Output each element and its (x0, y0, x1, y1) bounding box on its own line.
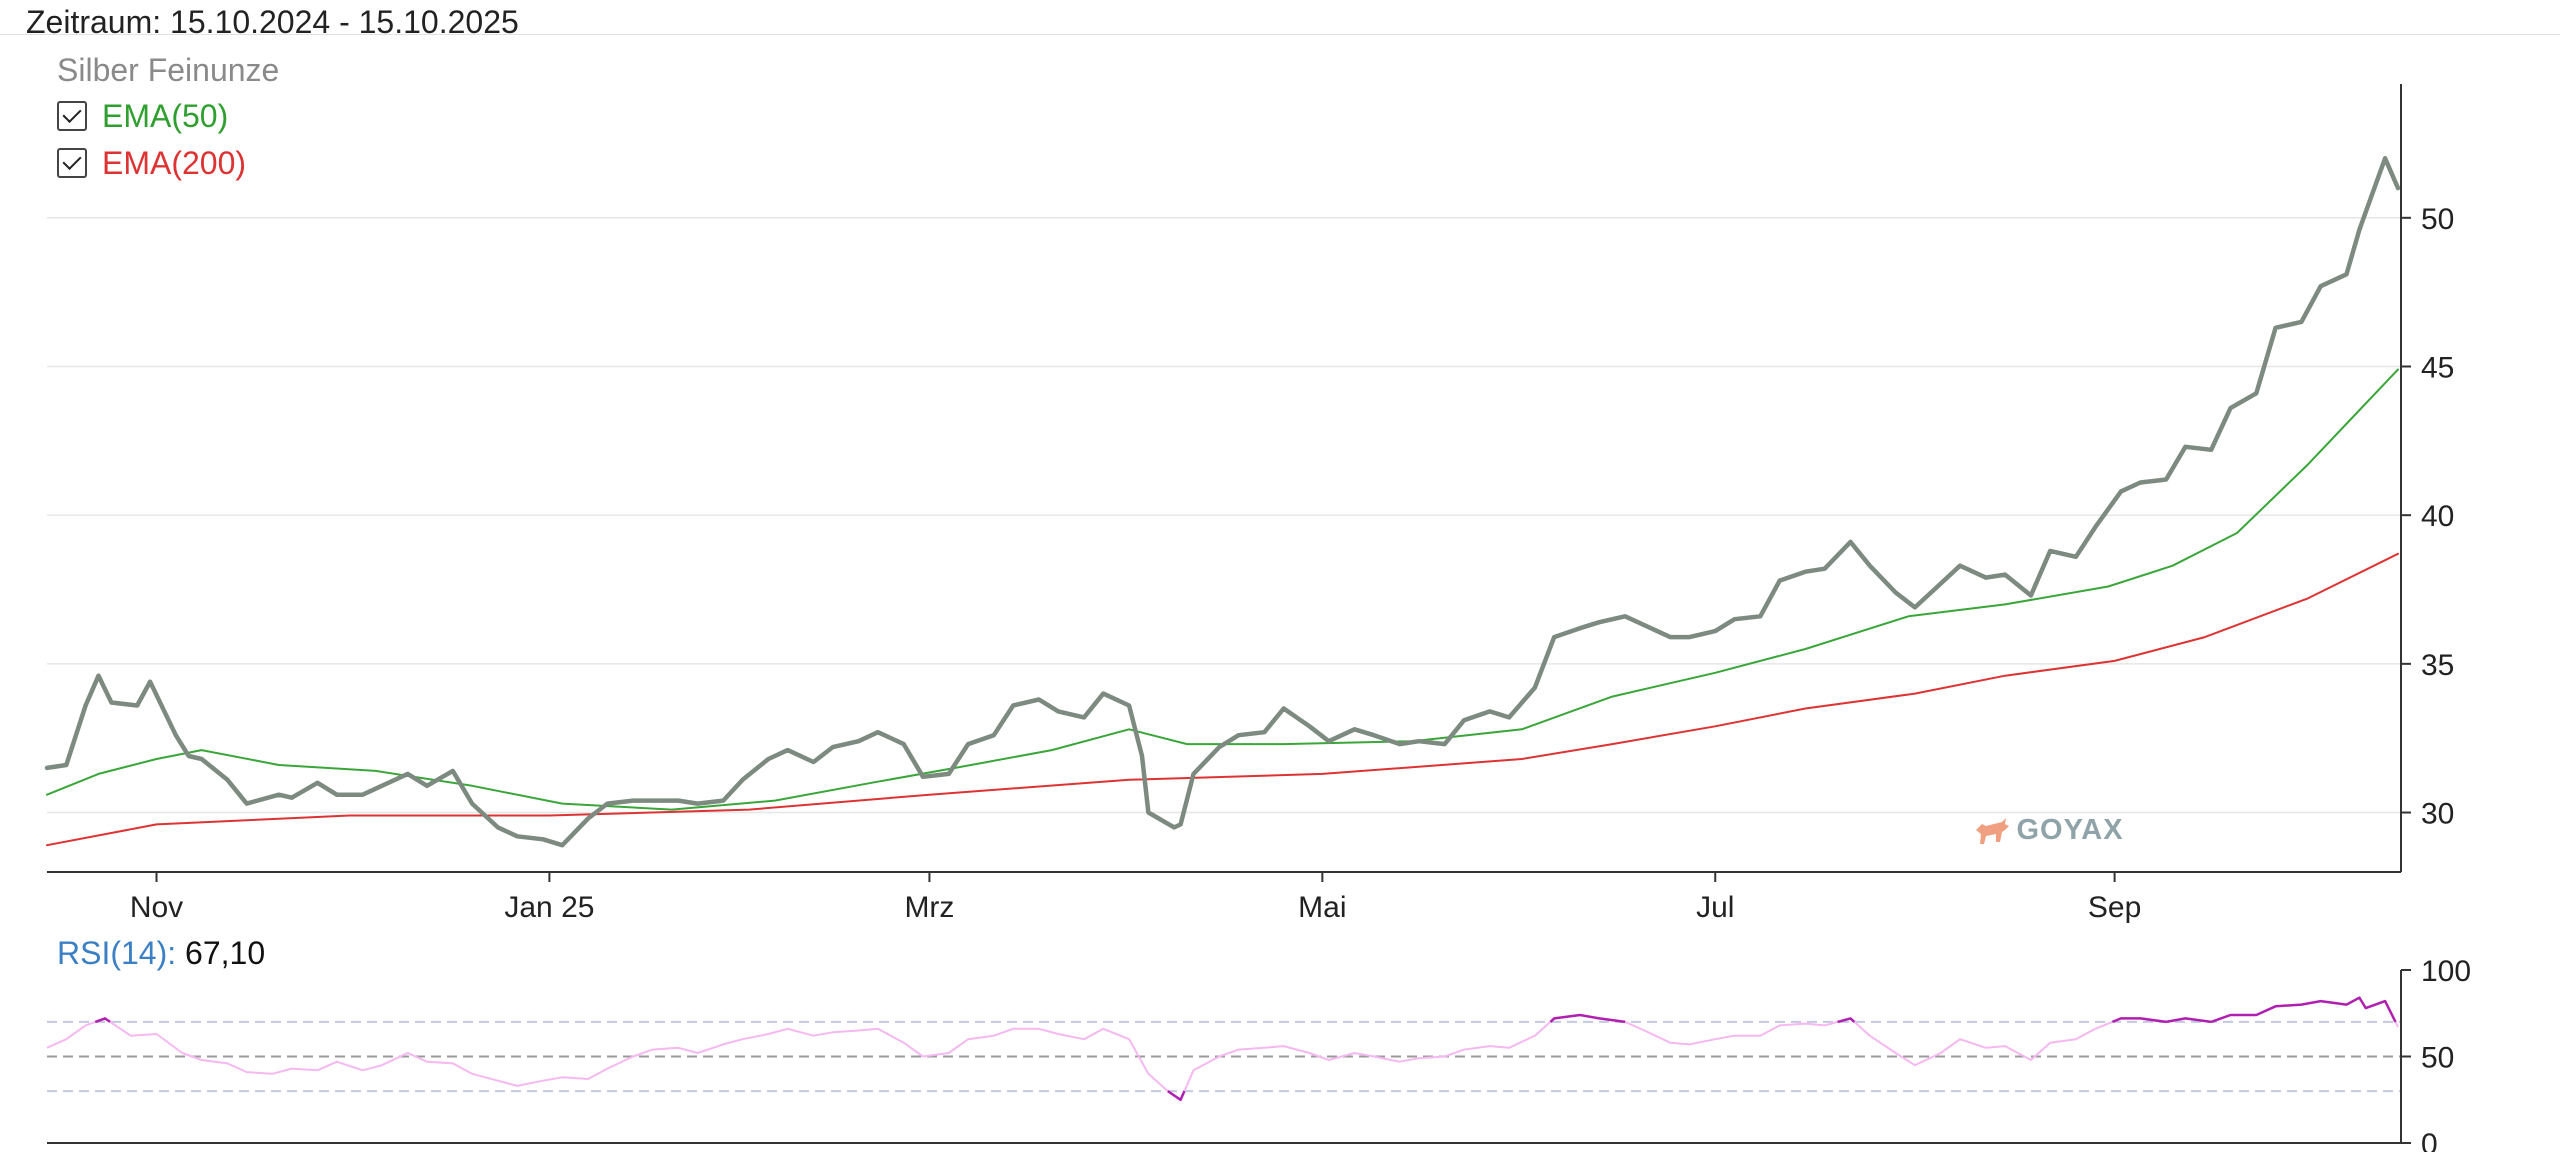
bull-icon (1976, 817, 2009, 844)
header: Zeitraum: 15.10.2024 - 15.10.2025 (0, 0, 2560, 40)
rsi-line (46, 996, 2399, 1101)
price-ytick-label-40: 40 (2421, 500, 2454, 533)
rsi-overbought-segment (2165, 1017, 2212, 1024)
price-lines (44, 156, 2401, 848)
legend-title: Silber Feinunze (57, 52, 280, 88)
xtick-label-Mai: Mai (1298, 891, 1346, 924)
rsi-oversold-segment (1167, 1090, 1186, 1102)
rsi-title: RSI(14) (57, 935, 168, 971)
ema200-checkbox[interactable] (57, 148, 87, 178)
xtick-label-Mrz: Mrz (904, 891, 954, 924)
rsi-ytick-label-50: 50 (2421, 1042, 2454, 1075)
rsi-label: RSI(14): 67,10 (57, 935, 265, 972)
price-ytick-label-45: 45 (2421, 351, 2454, 384)
rsi-overbought-segment (94, 1017, 111, 1024)
rsi-overbought-segment (1549, 1013, 1626, 1024)
xtick-label-Nov: Nov (130, 891, 183, 924)
rsi-value: 67,10 (185, 935, 266, 971)
rsi-ytick-label-0: 0 (2421, 1128, 2438, 1152)
goyax-logo: GOYAX (1972, 814, 2124, 847)
price-line (44, 156, 2401, 848)
rsi-axes: 0 50 100 (47, 955, 2471, 1152)
ema200-line (46, 552, 2399, 847)
xtick-label-Jan 25: Jan 25 (504, 891, 594, 924)
ema200-legend-label[interactable]: EMA(200) (102, 145, 247, 181)
watermark-text: GOYAX (2016, 814, 2124, 846)
rsi-overbought-segment (2111, 1017, 2167, 1024)
price-ytick-label-35: 35 (2421, 649, 2454, 682)
ema50-line (46, 368, 2399, 811)
rsi-colon: : (167, 935, 177, 971)
rsi-overbought-segment (2210, 996, 2397, 1024)
rsi-overbought-segment (1837, 1017, 1856, 1024)
rsi-lines (46, 996, 2399, 1102)
rsi-grid (47, 1020, 2401, 1093)
xtick-label-Sep: Sep (2088, 891, 2141, 924)
rsi-ytick-label-100: 100 (2421, 955, 2471, 988)
price-axes: 30 35 40 45 50 Nov Jan 25 Mrz Mai Jul Sep (47, 84, 2454, 924)
price-ytick-label-30: 30 (2421, 798, 2454, 831)
period-label: Zeitraum: 15.10.2024 - 15.10.2025 (26, 4, 519, 40)
ema50-legend-label[interactable]: EMA(50) (102, 98, 229, 134)
price-ytick-label-50: 50 (2421, 203, 2454, 236)
ema50-checkbox[interactable] (57, 101, 87, 131)
xtick-label-Jul: Jul (1696, 891, 1734, 924)
price-grid (47, 217, 2401, 814)
